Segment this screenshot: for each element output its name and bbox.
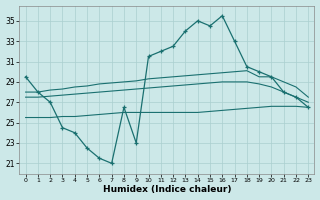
X-axis label: Humidex (Indice chaleur): Humidex (Indice chaleur) bbox=[103, 185, 231, 194]
